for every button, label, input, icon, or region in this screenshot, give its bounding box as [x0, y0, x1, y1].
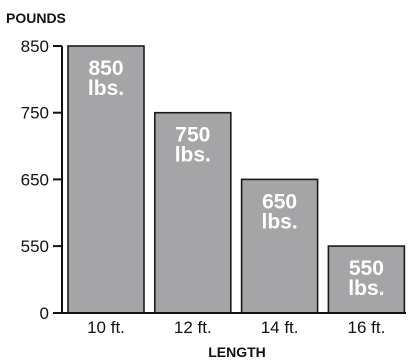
bar-label-line: 550 [349, 257, 384, 280]
bar-label-line: lbs. [262, 210, 298, 233]
y-axis-ticks: 850 750 650 550 0 [21, 37, 62, 323]
bars: 850 lbs.750 lbs.650 lbs.550 lbs. [67, 45, 406, 314]
bar-label-0: 850 lbs. [88, 57, 124, 100]
bar-label-3: 550 lbs. [348, 257, 384, 300]
x-tick-label: 16 ft. [347, 318, 385, 337]
y-tick-label: 550 [21, 237, 49, 256]
bar-1 [154, 111, 232, 314]
x-tick-label: 14 ft. [261, 318, 299, 337]
y-tick-label: 650 [21, 170, 49, 189]
x-axis-ticks: 10 ft. 12 ft. 14 ft. 16 ft. [87, 318, 385, 337]
bar-label-line: lbs. [348, 277, 384, 300]
x-tick-label: 10 ft. [87, 318, 125, 337]
bar-label-line: 650 [262, 190, 297, 213]
bar-2 [240, 178, 319, 314]
bar-label-line: lbs. [88, 77, 124, 100]
y-axis-title: POUNDS [6, 10, 66, 26]
bar-label-line: lbs. [175, 144, 211, 167]
y-tick-label: 0 [40, 304, 49, 323]
x-axis-title: LENGTH [208, 344, 266, 360]
bar-0 [67, 45, 145, 314]
y-tick-label: 750 [21, 104, 49, 123]
bar-label-2: 650 lbs. [262, 190, 298, 233]
bar-3 [327, 245, 406, 314]
x-tick-label: 12 ft. [174, 318, 212, 337]
bar-label-line: 750 [175, 124, 210, 147]
bar-label-1: 750 lbs. [175, 124, 211, 167]
bar-label-line: 850 [88, 57, 123, 80]
y-tick-label: 850 [21, 37, 49, 56]
